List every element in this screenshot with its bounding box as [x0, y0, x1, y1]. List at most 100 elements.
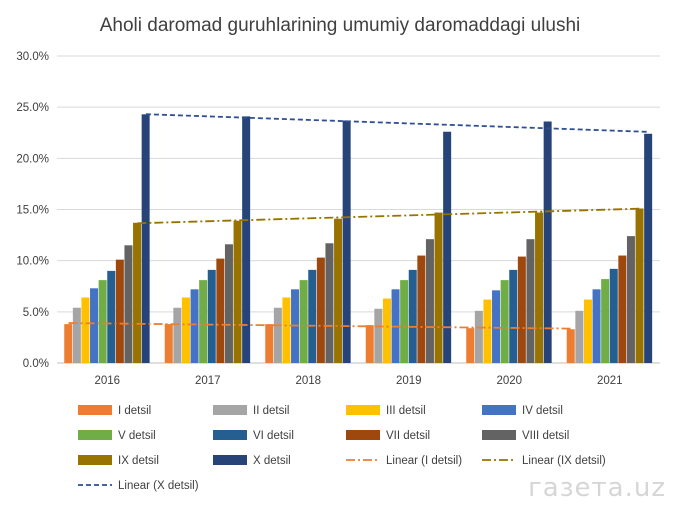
x-tick-label: 2020: [496, 375, 522, 387]
x-tick-label: 2019: [396, 375, 422, 387]
y-tick-label: 10.0%: [16, 256, 49, 268]
legend-label: Linear (X detsil): [118, 480, 199, 492]
bar: [474, 310, 483, 363]
bar: [273, 307, 282, 363]
legend-swatch: [78, 455, 112, 465]
bar: [644, 133, 653, 363]
bar: [190, 289, 199, 363]
legend-swatch: [213, 430, 247, 440]
bar: [618, 255, 627, 363]
trendline: [137, 207, 640, 225]
bar: [282, 297, 291, 363]
y-tick-label: 5.0%: [23, 307, 49, 319]
bar: [342, 120, 351, 363]
x-tick-label: 2016: [94, 375, 120, 387]
bar: [124, 245, 133, 363]
bar: [535, 212, 544, 363]
bar: [382, 298, 391, 363]
bar: [543, 121, 552, 363]
legend-label: IV detsil: [522, 405, 563, 417]
legend-swatch: [213, 455, 247, 465]
legend: I detsil II detsil III detsil IV detsil V de…: [78, 405, 606, 492]
bar: [308, 269, 317, 363]
legend-swatch: [78, 405, 112, 415]
bar: [575, 310, 584, 363]
bar: [443, 131, 452, 363]
bar: [400, 280, 409, 363]
legend-label: VIII detsil: [522, 430, 569, 442]
legend-label: X detsil: [253, 455, 291, 467]
trendline: [68, 322, 572, 330]
legend-label: V detsil: [118, 430, 156, 442]
legend-label: I detsil: [118, 405, 151, 417]
legend-label: IX detsil: [118, 455, 159, 467]
bar: [526, 239, 535, 363]
y-tick-label: 20.0%: [16, 153, 49, 165]
bar: [299, 280, 308, 363]
bar: [365, 325, 374, 363]
bar: [500, 280, 509, 363]
bar: [325, 243, 334, 363]
bar: [207, 269, 216, 363]
legend-swatch: [213, 405, 247, 415]
bar: [216, 258, 225, 363]
trendlines: [68, 113, 649, 330]
y-tick-label: 0.0%: [23, 358, 49, 370]
bar: [265, 324, 274, 363]
bar: [181, 297, 190, 363]
trendline: [145, 113, 649, 133]
bar: [64, 324, 73, 363]
bar: [592, 289, 601, 363]
bar: [334, 218, 343, 363]
bar: [316, 257, 325, 363]
watermark-logo: газета.uz: [528, 473, 666, 503]
bar: [517, 256, 526, 363]
chart-title: Aholi daromad guruhlarining umumiy darom…: [100, 15, 581, 36]
bar: [483, 299, 492, 363]
y-tick-label: 25.0%: [16, 102, 49, 114]
bar: [224, 244, 233, 363]
bar: [583, 299, 592, 363]
bar: [492, 290, 501, 363]
x-axis: 2016 2017 2018 2019 2020 2021: [94, 375, 622, 387]
bar: [635, 208, 644, 363]
bar: [141, 114, 150, 363]
legend-label: VI detsil: [253, 430, 294, 442]
bar: [408, 269, 417, 363]
x-tick-label: 2018: [295, 375, 321, 387]
bar: [466, 328, 475, 363]
bar: [98, 280, 107, 363]
legend-label: VII detsil: [386, 430, 430, 442]
bar: [626, 236, 635, 363]
bar: [90, 288, 99, 363]
bar: [164, 324, 173, 363]
legend-swatch: [482, 405, 516, 415]
y-tick-label: 30.0%: [16, 51, 49, 63]
bar: [242, 116, 251, 363]
bar: [81, 297, 90, 363]
legend-label: II detsil: [253, 405, 289, 417]
bar: [199, 280, 208, 363]
bar: [609, 268, 618, 363]
legend-swatch: [346, 430, 380, 440]
legend-swatch: [346, 405, 380, 415]
bar: [233, 220, 242, 363]
legend-swatch: [482, 430, 516, 440]
bar: [72, 307, 81, 363]
x-tick-label: 2017: [195, 375, 221, 387]
bar: [374, 308, 383, 363]
bar: [601, 279, 610, 363]
y-tick-label: 15.0%: [16, 205, 49, 217]
bar: [425, 239, 434, 363]
bar: [133, 222, 142, 363]
legend-label: Linear (IX detsil): [522, 455, 606, 467]
bar: [107, 270, 116, 363]
legend-label: Linear (I detsil): [386, 455, 462, 467]
bar: [509, 269, 518, 363]
bar: [115, 259, 124, 363]
bar: [434, 212, 443, 363]
legend-swatch: [78, 430, 112, 440]
y-axis: 0.0% 5.0% 10.0% 15.0% 20.0% 25.0% 30.0%: [16, 51, 49, 370]
x-tick-label: 2021: [597, 375, 623, 387]
